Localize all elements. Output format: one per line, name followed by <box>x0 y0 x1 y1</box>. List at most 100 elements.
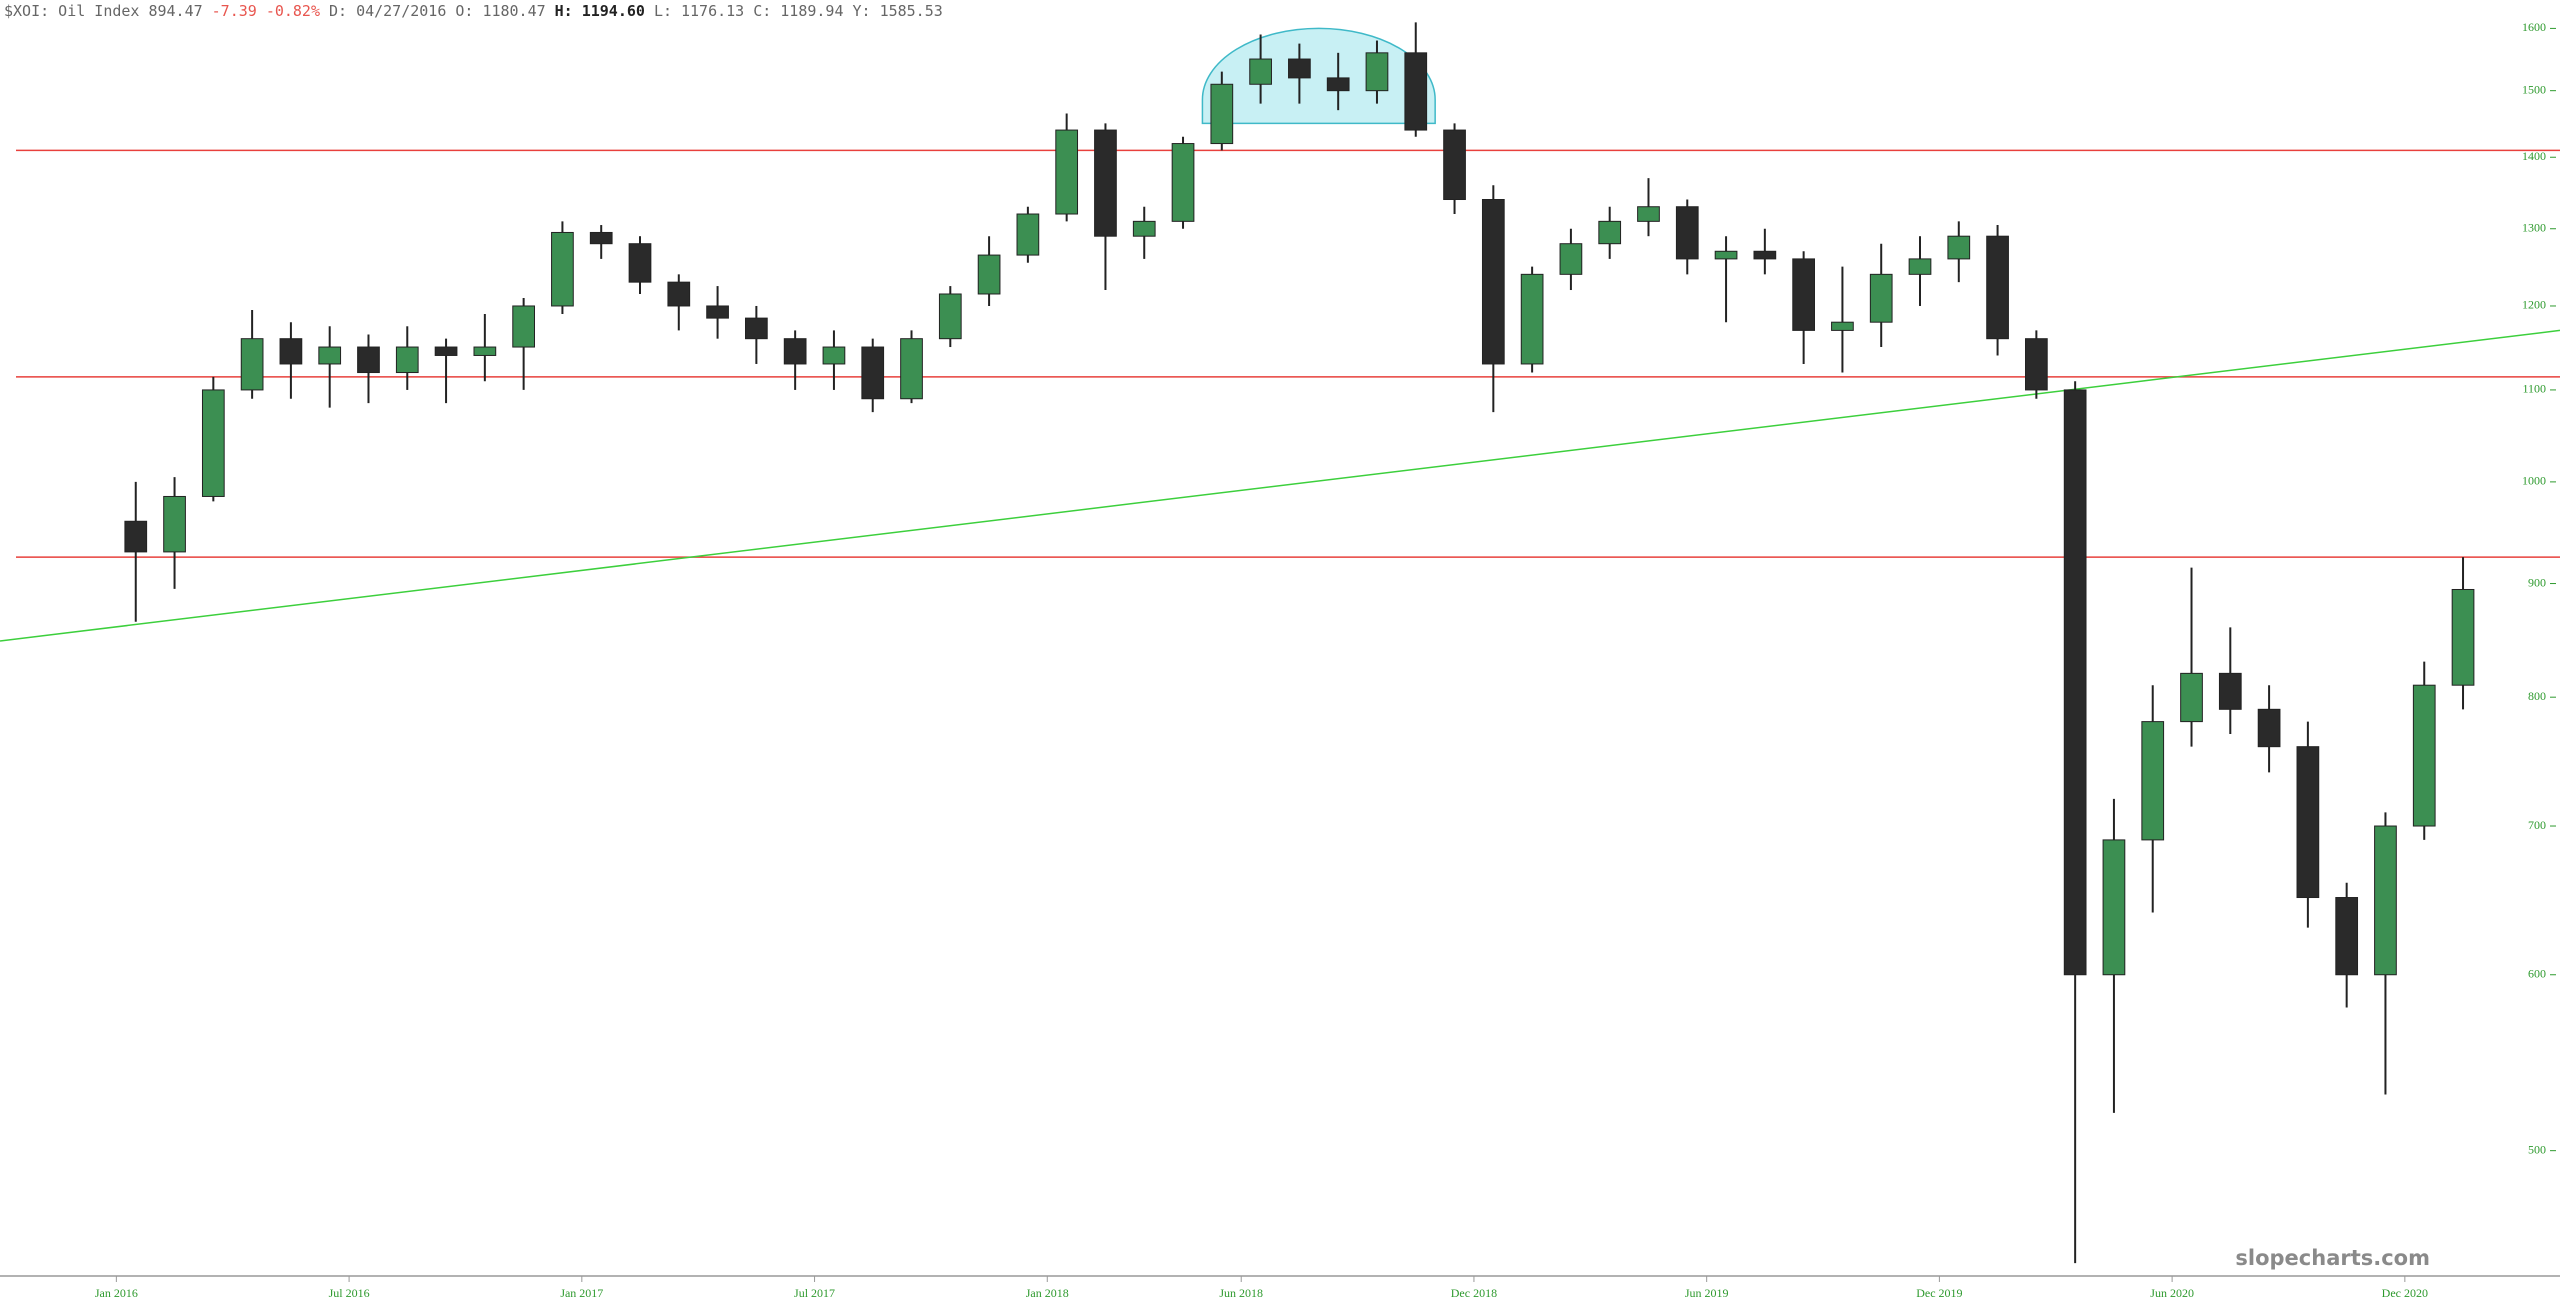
candle-body <box>1869 273 1893 323</box>
candle-body <box>938 293 962 340</box>
x-tick-label: Jul 2016 <box>329 1286 370 1300</box>
candle-body <box>512 305 535 348</box>
candle-body <box>1753 250 1777 260</box>
low: 1176.13 <box>681 2 745 20</box>
candle-body <box>2063 389 2087 976</box>
low-label: L: <box>653 2 672 20</box>
candle-body <box>1520 273 1544 365</box>
candle-body <box>1210 83 1234 145</box>
candle-body <box>1132 220 1156 237</box>
candle-body <box>1249 58 1272 85</box>
y-label: Y: <box>852 2 871 20</box>
candle-body <box>2180 672 2203 723</box>
candle-body <box>357 346 380 374</box>
candle-body <box>667 281 691 307</box>
candle-body <box>2218 672 2242 710</box>
y-tick-label: 800 <box>2528 689 2546 703</box>
x-tick-label: Dec 2020 <box>2382 1286 2428 1300</box>
candle-body <box>861 346 885 400</box>
candle-body <box>1675 206 1699 260</box>
candle-body <box>1947 235 1971 260</box>
candle-body <box>1288 58 1311 79</box>
candle-body <box>2335 897 2359 976</box>
quote-header: $XOI: Oil Index 894.47 -7.39 -0.82% D: 04/27/… <box>4 2 952 20</box>
candle-body <box>2374 825 2397 976</box>
y-tick-label: 1200 <box>2522 298 2546 312</box>
candle-body <box>2451 588 2475 686</box>
candle-body <box>1055 129 1079 215</box>
x-tick-label: Dec 2018 <box>1451 1286 1497 1300</box>
candle-body <box>2412 684 2436 827</box>
candle-body <box>1908 258 1932 275</box>
candle-body <box>783 338 807 365</box>
x-tick-label: Jun 2020 <box>2150 1286 2194 1300</box>
candle-body <box>1094 129 1117 237</box>
candle-body <box>1714 250 1738 260</box>
date-label: D: <box>329 2 348 20</box>
y-tick-label: 1500 <box>2522 82 2546 96</box>
y-tick-label: 1400 <box>2522 149 2546 163</box>
y-tick-label: 900 <box>2528 575 2546 589</box>
candle-body <box>2296 746 2320 899</box>
candle-body <box>1598 220 1622 245</box>
x-tick-label: Jan 2017 <box>560 1286 603 1300</box>
candle-body <box>2025 338 2048 391</box>
candle-body <box>977 254 1001 295</box>
candle-body <box>822 346 846 365</box>
candle-body <box>2102 839 2126 976</box>
candle-body <box>473 346 497 356</box>
candle-body <box>1443 129 1466 201</box>
x-tick-label: Jun 2018 <box>1219 1286 1263 1300</box>
candle-body <box>1792 258 1815 331</box>
candle-body <box>1326 77 1350 92</box>
symbol: $XOI: Oil Index <box>4 2 140 20</box>
candle-body <box>1171 143 1195 222</box>
last-price: 894.47 <box>148 2 203 20</box>
candle-body <box>1365 52 1389 92</box>
candle-body <box>318 346 342 365</box>
high-label: H: <box>554 2 573 20</box>
candle-body <box>163 495 186 553</box>
candle-body <box>551 231 574 307</box>
plot-layer: 500 600 700 800 900 1000 1100 1200 1300 1400 1500 1… <box>0 20 2560 1300</box>
candle-body <box>1559 243 1583 275</box>
candle-body <box>1637 206 1660 222</box>
candle-body <box>1016 213 1040 256</box>
change-pct: -0.82% <box>265 2 320 20</box>
y-tick-label: 600 <box>2528 966 2546 980</box>
candle-body <box>395 346 419 374</box>
candle-body <box>201 389 225 497</box>
candle-body <box>240 338 264 391</box>
y-tick-label: 700 <box>2528 818 2546 832</box>
watermark: slopecharts.com <box>2235 1246 2430 1270</box>
candle-body <box>434 346 458 356</box>
candle-body <box>124 520 148 553</box>
trendline <box>0 329 2560 642</box>
x-tick-label: Jun 2019 <box>1685 1286 1729 1300</box>
x-tick-label: Jan 2016 <box>95 1286 138 1300</box>
candle-body <box>2257 708 2281 748</box>
y-value: 1585.53 <box>879 2 943 20</box>
date: 04/27/2016 <box>356 2 447 20</box>
candle-body <box>2141 721 2165 841</box>
candle-body <box>745 317 768 340</box>
x-tick-label: Dec 2019 <box>1916 1286 1962 1300</box>
close-label: C: <box>753 2 772 20</box>
x-tick-label: Jan 2018 <box>1026 1286 1069 1300</box>
open: 1180.47 <box>482 2 546 20</box>
change: -7.39 <box>211 2 257 20</box>
y-tick-label: 1000 <box>2522 474 2546 488</box>
candle-body <box>1986 235 2009 340</box>
highlight-region <box>1201 27 1436 125</box>
y-tick-label: 1600 <box>2522 20 2546 34</box>
x-tick-label: Jul 2017 <box>794 1286 835 1300</box>
y-tick-label: 1300 <box>2522 220 2546 234</box>
candle-body <box>628 243 652 283</box>
candle-body <box>589 231 613 245</box>
candle-body <box>900 338 923 400</box>
high: 1194.60 <box>581 2 645 20</box>
candle-body <box>1404 52 1428 131</box>
candle-body <box>1481 199 1505 365</box>
